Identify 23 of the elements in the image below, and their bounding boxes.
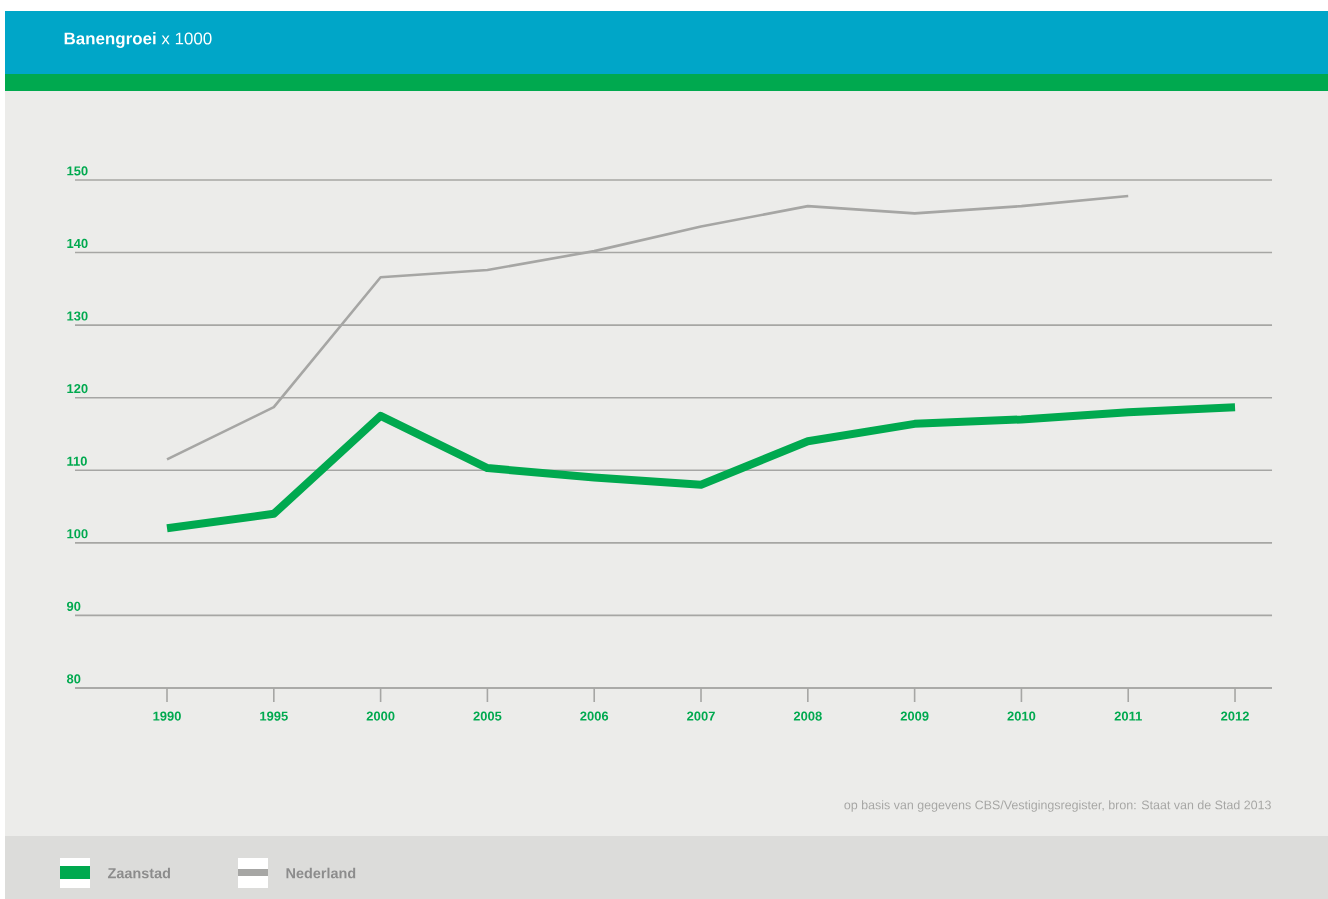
chart-title: Banengroei x 1000 (64, 32, 212, 48)
x-tick-label: 2008 (793, 711, 822, 721)
x-tick-label: 1995 (260, 711, 288, 721)
y-tick-label: 130 (67, 311, 88, 321)
y-tick-label: 90 (66, 601, 81, 611)
x-tick-label: 2011 (1114, 711, 1142, 721)
y-tick-label: 140 (67, 238, 88, 249)
legend-label: Nederland (286, 867, 356, 879)
x-tick-label: 1990 (153, 711, 181, 721)
y-tick-label: 110 (67, 456, 87, 466)
text: op basis van gegevens CBS/Vestigingsregister, bron: Staat van de Stad 2013 (844, 800, 1271, 812)
y-tick-label: 100 (67, 529, 88, 539)
x-tick-label: 2009 (900, 711, 929, 721)
legend-label: Zaanstad (107, 867, 170, 879)
y-tick-label: 150 (67, 166, 88, 176)
y-tick-label: 80 (66, 674, 81, 684)
x-tick-label: 2006 (580, 711, 609, 721)
x-tick-label: 2000 (366, 711, 395, 721)
x-tick-label: 2012 (1221, 711, 1249, 721)
x-tick-label: 2010 (1007, 711, 1036, 721)
x-tick-label: 2007 (687, 711, 715, 721)
y-tick-label: 120 (67, 384, 88, 394)
x-tick-label: 2005 (473, 711, 502, 721)
